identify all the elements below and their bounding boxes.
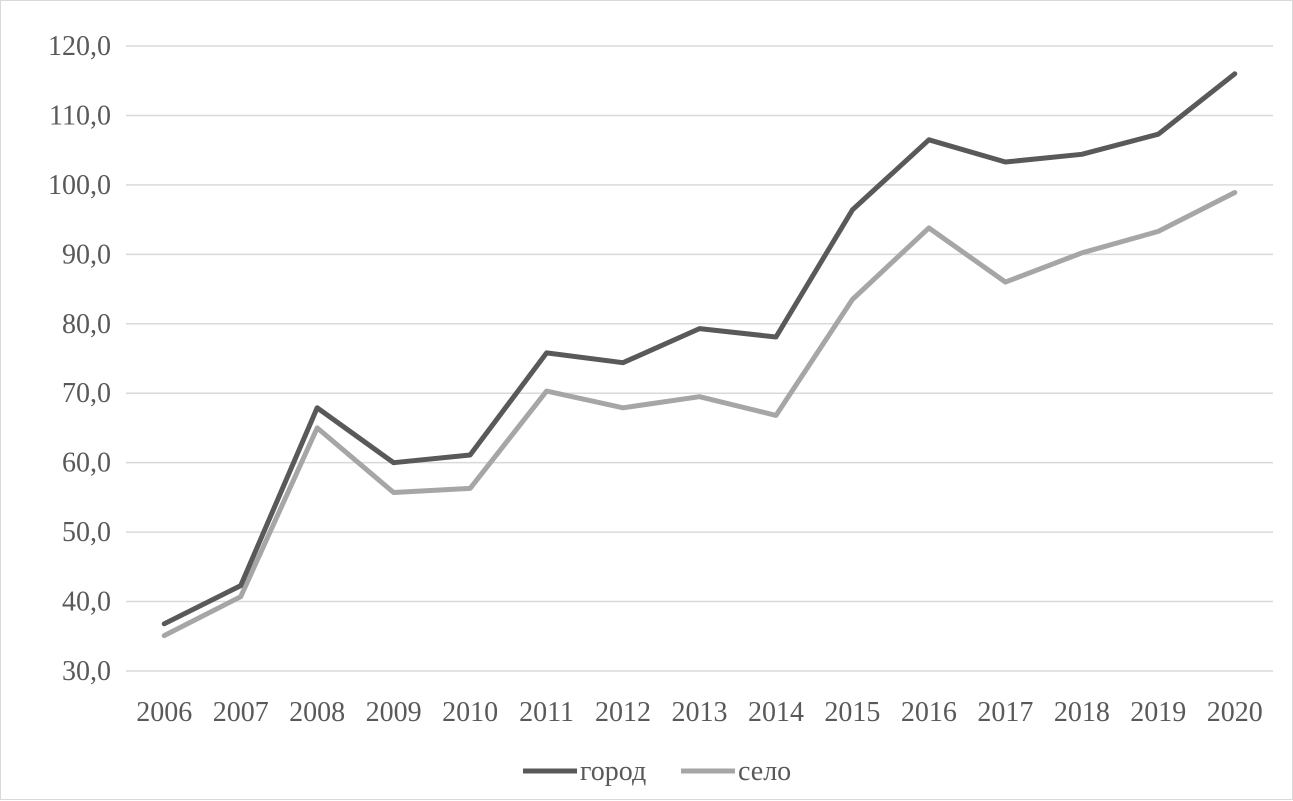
y-tick-label: 30,0 [62, 656, 111, 687]
x-tick-label: 2019 [1130, 697, 1186, 728]
x-tick-label: 2009 [366, 697, 422, 728]
y-tick-label: 90,0 [62, 239, 111, 270]
y-tick-label: 50,0 [62, 517, 111, 548]
x-tick-label: 2018 [1054, 697, 1110, 728]
x-tick-label: 2014 [748, 697, 804, 728]
y-tick-label: 60,0 [62, 448, 111, 479]
x-tick-label: 2010 [442, 697, 498, 728]
x-axis-tick-labels: 2006 2007 2008 2009 2010 2011 2012 2013 2014 2015… [136, 697, 1263, 728]
x-tick-label: 2015 [824, 697, 880, 728]
y-tick-label: 80,0 [62, 309, 111, 340]
x-tick-label: 2011 [519, 697, 574, 728]
legend-label-0: город [580, 756, 646, 787]
series-lines [161, 71, 1238, 639]
x-tick-label: 2012 [595, 697, 651, 728]
gridlines [126, 45, 1273, 672]
x-tick-label: 2006 [136, 697, 192, 728]
series-line-0 [161, 71, 1238, 627]
x-tick-label: 2013 [672, 697, 728, 728]
y-tick-label: 120,0 [48, 31, 111, 62]
y-axis-tick-labels: 30,0 40,0 50,0 60,0 70,0 80,0 90,0 100,0 110,0 12… [48, 31, 111, 687]
legend: город село [523, 756, 791, 787]
series-line-1 [161, 190, 1238, 639]
y-tick-label: 40,0 [62, 587, 111, 618]
y-tick-label: 110,0 [49, 100, 111, 131]
x-tick-label: 2016 [901, 697, 957, 728]
x-tick-label: 2007 [213, 697, 269, 728]
y-tick-label: 100,0 [48, 170, 111, 201]
x-tick-label: 2017 [977, 697, 1033, 728]
y-tick-label: 70,0 [62, 378, 111, 409]
legend-label-1: село [738, 756, 791, 787]
x-tick-label: 2008 [289, 697, 345, 728]
x-tick-label: 2020 [1207, 697, 1263, 728]
